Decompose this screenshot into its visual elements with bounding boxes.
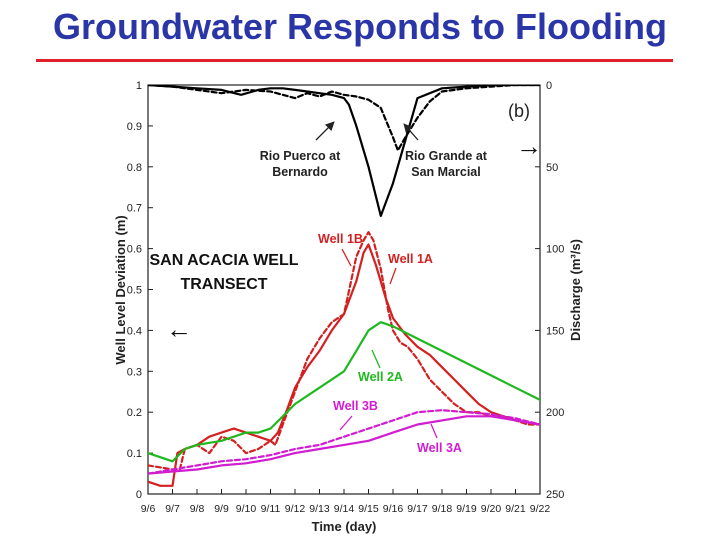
transect-label-line1: SAN ACACIA WELL [149,252,298,269]
x-tick-label: 9/9 [214,503,229,515]
y-left-tick-label: 0.3 [127,366,142,378]
well-3b-label: Well 3B [333,399,378,413]
y-left-tick-label: 1 [136,80,142,92]
y-right-tick-label: 0 [546,80,552,92]
y-right-tick-label: 100 [546,244,564,256]
x-tick-label: 9/10 [236,503,257,515]
slide-title: Groundwater Responds to Flooding [53,6,667,47]
series-rio-grande-at-san-marcial [148,85,540,152]
y-left-tick-label: 0.7 [127,203,142,215]
rio-puerco-label-line1: Rio Puerco at [260,149,341,163]
series-well-2a [148,321,540,463]
x-tick-label: 9/11 [261,503,281,515]
y-left-tick-label: 0.9 [127,121,142,133]
panel-label: (b) [508,101,530,121]
rio-grande-pointer [403,123,419,141]
x-tick-label: 9/21 [505,503,526,515]
rio-puerco-pointer [315,121,335,141]
well-1b-label: Well 1B [318,232,363,246]
rio-grande-label-line1: Rio Grande at [405,149,488,163]
well-3b-pointer [339,415,353,431]
x-tick-label: 9/6 [141,503,156,515]
x-tick-label: 9/22 [530,503,551,515]
series-well-1a [148,243,540,487]
series-well-3a [148,415,540,475]
y-left-tick-label: 0.6 [127,244,142,256]
x-tick-label: 9/17 [407,503,428,515]
transect-label-line2: TRANSECT [180,276,267,293]
x-tick-label: 9/20 [481,503,502,515]
series-well-3b [148,409,540,475]
well-1b-pointer [341,248,352,267]
x-tick-label: 9/8 [190,503,205,515]
x-axis-label: Time (day) [312,519,377,534]
well-1a-pointer [389,267,397,285]
y-left-tick-label: 0.1 [127,448,142,460]
x-tick-label: 9/7 [165,503,180,515]
y-left-tick-label: 0.4 [127,325,142,337]
well-3a-label: Well 3A [417,441,462,455]
well-2a-label: Well 2A [358,370,403,384]
x-tick-label: 9/12 [285,503,306,515]
rio-puerco-label-line2: Bernardo [272,165,328,179]
rio-grande-label-line2: San Marcial [411,165,480,179]
y-right-tick-label: 200 [546,407,564,419]
x-tick-label: 9/16 [383,503,404,515]
x-tick-label: 9/13 [309,503,330,515]
x-tick-label: 9/15 [358,503,379,515]
y-axis-left-label: Well Level Deviation (m) [113,215,128,364]
y-left-tick-label: 0.5 [127,285,142,297]
y-left-tick-label: 0 [136,489,142,501]
series-rio-puerco-at-bernardo [148,85,540,217]
well-1a-label: Well 1A [388,252,433,266]
y-axis-right-label: Discharge (m³/s) [568,239,583,341]
y-left-tick-label: 0.8 [127,162,142,174]
y-right-tick-label: 150 [546,325,564,337]
left-axis-arrow-icon: ← [166,314,192,344]
y-left-tick-label: 0.2 [127,407,142,419]
y-right-tick-label: 50 [546,162,558,174]
x-tick-label: 9/19 [456,503,477,515]
well-3a-pointer [430,423,438,439]
series-well-1b [148,231,540,471]
x-tick-label: 9/14 [334,503,355,515]
title-underline [36,59,673,62]
x-tick-label: 9/18 [432,503,453,515]
y-right-tick-label: 250 [546,489,564,501]
right-axis-arrow-icon: → [516,131,542,161]
well-2a-pointer [371,349,381,369]
